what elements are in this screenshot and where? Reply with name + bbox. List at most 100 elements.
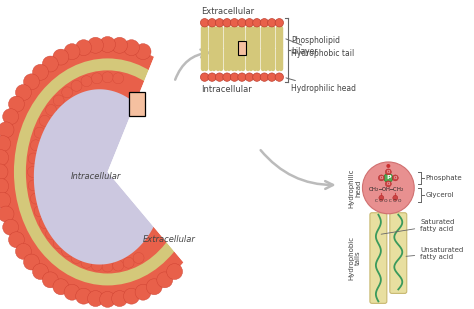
Wedge shape	[108, 54, 235, 269]
Circle shape	[135, 44, 151, 60]
Circle shape	[123, 257, 134, 268]
Circle shape	[201, 73, 209, 81]
Polygon shape	[34, 89, 165, 265]
Text: C O O C O O: C O O C O O	[375, 199, 401, 203]
Circle shape	[245, 19, 254, 27]
Circle shape	[24, 74, 39, 90]
Circle shape	[24, 254, 39, 270]
Circle shape	[28, 153, 39, 164]
Circle shape	[9, 96, 25, 112]
Circle shape	[33, 64, 48, 80]
Text: Intracellular: Intracellular	[71, 172, 121, 181]
Text: Unsaturated
fatty acid: Unsaturated fatty acid	[406, 247, 464, 260]
Circle shape	[385, 169, 392, 175]
Circle shape	[167, 264, 182, 280]
Text: Phospholipid
bilayer: Phospholipid bilayer	[291, 36, 340, 56]
Text: Hydrophilic head: Hydrophilic head	[286, 78, 356, 93]
Circle shape	[53, 279, 69, 295]
Circle shape	[102, 72, 113, 83]
FancyArrowPatch shape	[175, 49, 209, 80]
FancyArrowPatch shape	[261, 150, 333, 189]
Circle shape	[111, 37, 128, 53]
Circle shape	[379, 195, 384, 200]
Circle shape	[42, 56, 58, 72]
Circle shape	[268, 73, 276, 81]
Circle shape	[385, 181, 392, 187]
Circle shape	[378, 175, 384, 181]
Circle shape	[16, 84, 31, 100]
Ellipse shape	[14, 58, 201, 286]
Circle shape	[46, 104, 56, 116]
Circle shape	[275, 73, 283, 81]
Circle shape	[260, 19, 269, 27]
Circle shape	[62, 87, 73, 98]
Circle shape	[124, 40, 139, 56]
Circle shape	[238, 73, 246, 81]
Circle shape	[28, 180, 39, 191]
Circle shape	[3, 219, 18, 235]
Circle shape	[253, 19, 261, 27]
Circle shape	[363, 162, 414, 214]
Circle shape	[201, 19, 209, 27]
Circle shape	[100, 291, 116, 307]
Circle shape	[33, 264, 48, 280]
Circle shape	[0, 192, 10, 208]
Circle shape	[76, 40, 91, 56]
Circle shape	[16, 243, 31, 259]
Circle shape	[39, 115, 50, 126]
Circle shape	[64, 284, 80, 300]
Circle shape	[230, 19, 239, 27]
Circle shape	[53, 238, 64, 249]
Circle shape	[386, 164, 390, 168]
Circle shape	[135, 284, 151, 300]
Wedge shape	[108, 54, 235, 269]
Circle shape	[0, 122, 14, 138]
Circle shape	[260, 73, 269, 81]
Circle shape	[223, 19, 231, 27]
Text: CH$_2$─OH─CH$_2$: CH$_2$─OH─CH$_2$	[368, 185, 404, 194]
FancyBboxPatch shape	[390, 213, 407, 294]
Text: O: O	[387, 170, 390, 174]
Text: Hydrophilic
head: Hydrophilic head	[348, 168, 361, 208]
Circle shape	[81, 76, 92, 87]
Text: O: O	[387, 182, 390, 186]
Circle shape	[3, 109, 18, 125]
Circle shape	[124, 288, 139, 304]
Circle shape	[30, 140, 41, 151]
Circle shape	[0, 136, 10, 151]
Circle shape	[392, 175, 398, 181]
Circle shape	[275, 19, 283, 27]
Ellipse shape	[0, 44, 215, 299]
Circle shape	[88, 37, 103, 53]
Circle shape	[9, 232, 25, 248]
Text: Glycerol: Glycerol	[425, 192, 454, 198]
Circle shape	[30, 193, 41, 204]
Circle shape	[0, 150, 9, 166]
Circle shape	[39, 218, 50, 229]
Circle shape	[208, 73, 216, 81]
Circle shape	[71, 252, 82, 264]
Circle shape	[34, 206, 45, 217]
Circle shape	[76, 288, 91, 304]
Circle shape	[208, 19, 216, 27]
Circle shape	[0, 206, 14, 222]
Circle shape	[88, 290, 103, 307]
Circle shape	[113, 260, 124, 271]
Circle shape	[81, 257, 92, 268]
Text: Phosphate: Phosphate	[425, 175, 462, 181]
Circle shape	[157, 272, 173, 288]
Text: O: O	[394, 176, 397, 180]
Circle shape	[62, 246, 73, 257]
Circle shape	[27, 167, 38, 177]
Text: Extracellular: Extracellular	[201, 7, 255, 16]
Circle shape	[100, 36, 116, 53]
Text: Saturated
fatty acid: Saturated fatty acid	[381, 219, 455, 234]
Text: P: P	[386, 176, 391, 180]
Bar	[238, 41, 246, 55]
Text: Hydrophobic
tails: Hydrophobic tails	[348, 236, 361, 280]
Circle shape	[0, 178, 9, 194]
Circle shape	[238, 19, 246, 27]
Text: Hydrophobic tail: Hydrophobic tail	[286, 39, 355, 58]
Circle shape	[71, 80, 82, 91]
Circle shape	[64, 44, 80, 60]
